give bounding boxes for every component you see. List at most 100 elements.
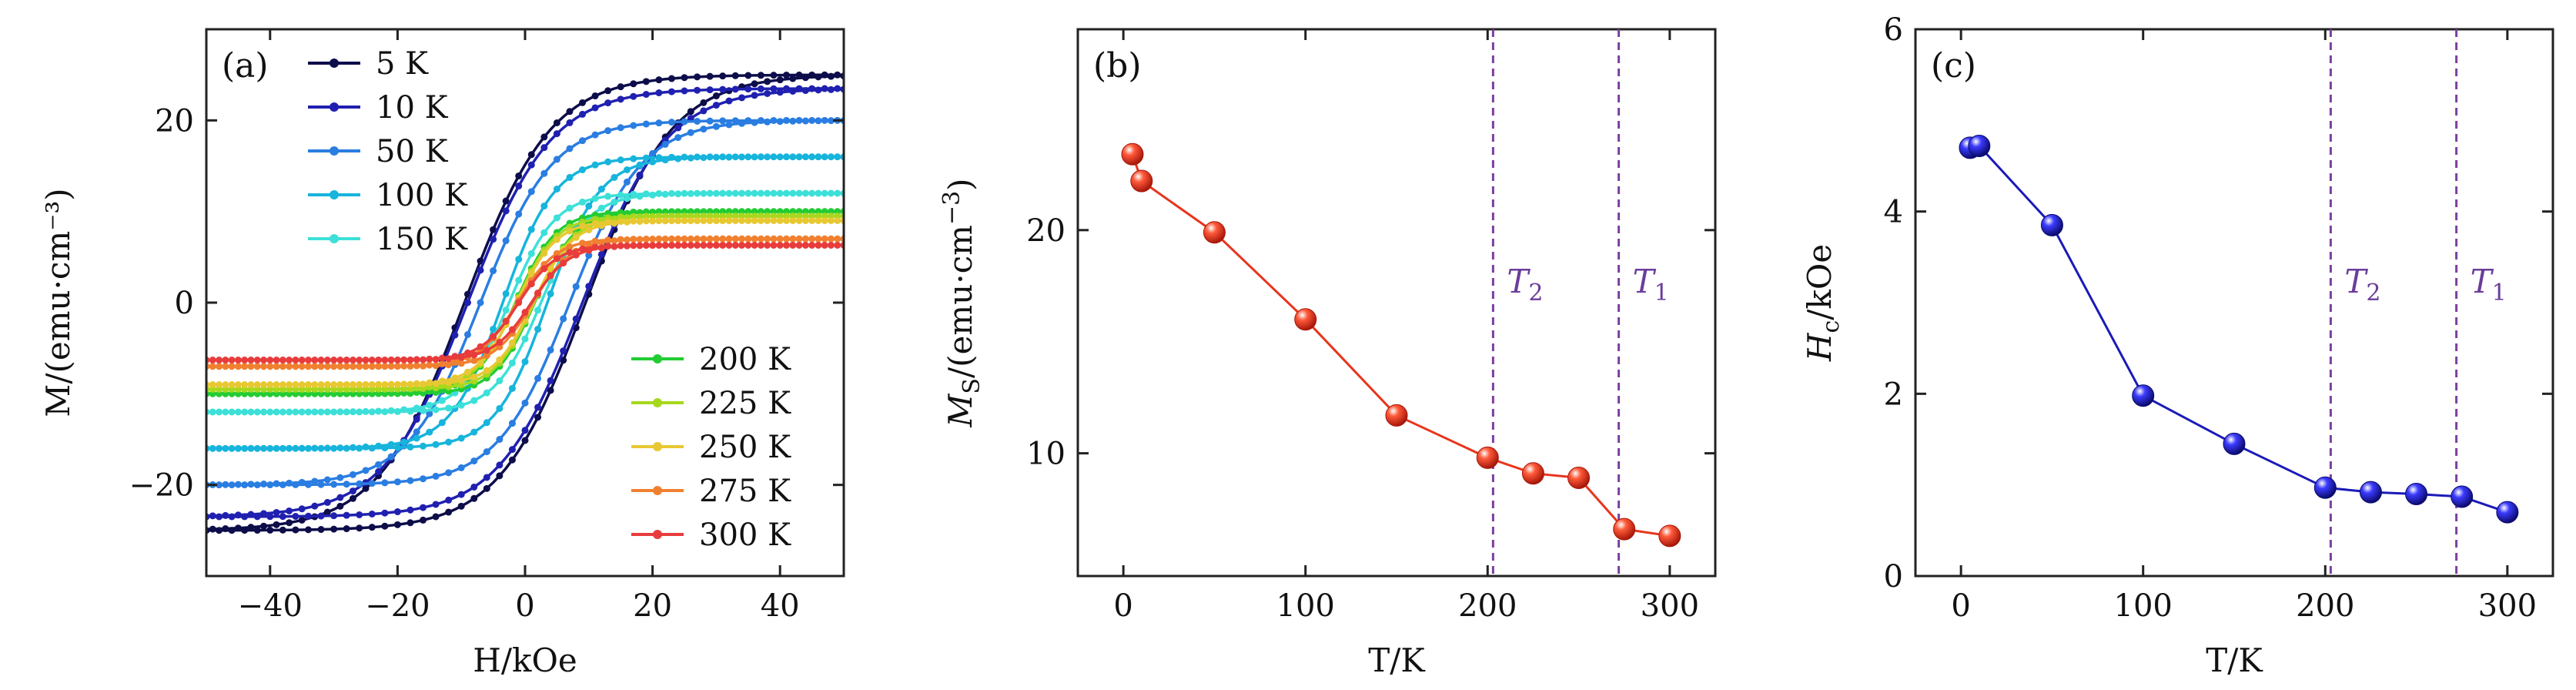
panel-b-x-ticks: 0 100 200 300 bbox=[1113, 29, 1699, 624]
data-point bbox=[827, 217, 835, 225]
data-point bbox=[2313, 476, 2337, 499]
data-point bbox=[521, 437, 529, 444]
data-point bbox=[330, 380, 338, 388]
data-point bbox=[375, 380, 383, 388]
data-point bbox=[432, 501, 440, 508]
data-point bbox=[1294, 308, 1317, 331]
data-point bbox=[815, 217, 822, 225]
data-point bbox=[700, 154, 708, 162]
hysteresis-curves bbox=[206, 71, 844, 534]
data-point bbox=[725, 153, 733, 161]
y-tick-label: 4 bbox=[1884, 195, 1903, 230]
data-point bbox=[241, 444, 249, 452]
data-point bbox=[795, 116, 803, 124]
data-point bbox=[336, 363, 344, 370]
x-tick-label: 300 bbox=[2478, 588, 2537, 624]
data-point bbox=[751, 241, 758, 249]
data-point bbox=[782, 235, 790, 243]
data-point bbox=[234, 408, 242, 416]
data-point bbox=[292, 481, 299, 488]
x-tick-label: 300 bbox=[1641, 588, 1699, 624]
data-point bbox=[579, 223, 587, 230]
data-point bbox=[317, 444, 325, 452]
data-point bbox=[483, 419, 490, 427]
data-point bbox=[260, 380, 268, 388]
series-line bbox=[1131, 153, 1671, 538]
data-point bbox=[572, 283, 580, 290]
data-point bbox=[623, 178, 631, 186]
data-point bbox=[636, 161, 644, 169]
data-point bbox=[241, 481, 249, 489]
data-point bbox=[260, 510, 268, 518]
transition-label: T1 bbox=[1633, 263, 1669, 306]
panel-c-label: (c) bbox=[1931, 46, 1976, 85]
panel-a-label: (a) bbox=[222, 46, 269, 85]
data-point bbox=[725, 217, 733, 225]
data-point bbox=[782, 217, 790, 225]
data-point bbox=[655, 235, 663, 243]
data-point bbox=[362, 407, 370, 415]
x-tick-label: 20 bbox=[633, 588, 672, 624]
data-point bbox=[764, 241, 771, 249]
data-point bbox=[241, 513, 249, 521]
data-point bbox=[719, 153, 727, 161]
data-point bbox=[413, 428, 420, 436]
data-point bbox=[406, 380, 414, 388]
data-point bbox=[490, 236, 497, 243]
legend-label: 200 K bbox=[699, 342, 791, 377]
data-point bbox=[649, 217, 657, 225]
data-point bbox=[273, 363, 280, 370]
data-point bbox=[216, 408, 223, 416]
data-point bbox=[604, 127, 612, 135]
data-point bbox=[534, 289, 542, 296]
data-point bbox=[387, 380, 395, 388]
data-point bbox=[445, 404, 453, 412]
panel-b-label: (b) bbox=[1093, 46, 1142, 85]
data-point bbox=[420, 442, 427, 450]
data-point bbox=[298, 357, 306, 364]
data-point bbox=[700, 126, 708, 133]
data-point bbox=[795, 217, 803, 225]
data-point bbox=[560, 315, 567, 323]
data-point bbox=[681, 118, 688, 126]
data-point bbox=[2359, 481, 2382, 504]
data-point bbox=[457, 401, 465, 409]
data-point bbox=[292, 408, 299, 416]
data-point bbox=[667, 241, 675, 249]
legend-label: 250 K bbox=[699, 430, 791, 465]
data-point bbox=[795, 235, 803, 243]
data-point bbox=[457, 434, 465, 442]
data-point bbox=[1567, 466, 1591, 489]
data-point bbox=[617, 218, 624, 226]
data-point bbox=[222, 444, 229, 452]
data-point bbox=[521, 309, 529, 317]
data-point bbox=[547, 377, 554, 384]
data-point bbox=[744, 235, 752, 243]
data-point bbox=[738, 119, 746, 127]
data-point bbox=[731, 217, 739, 225]
data-point bbox=[667, 75, 675, 82]
data-point bbox=[311, 477, 319, 485]
data-point bbox=[483, 484, 490, 492]
data-point bbox=[362, 484, 370, 492]
data-point bbox=[1521, 462, 1544, 485]
data-point bbox=[336, 494, 344, 501]
data-point bbox=[502, 197, 510, 205]
data-point bbox=[782, 189, 790, 197]
data-point bbox=[617, 191, 624, 199]
data-point bbox=[445, 379, 453, 387]
data-point bbox=[253, 444, 261, 452]
data-point bbox=[515, 183, 523, 190]
data-point bbox=[253, 357, 261, 364]
data-point bbox=[776, 241, 784, 249]
panel-c-x-axis-label: T/K bbox=[2206, 641, 2263, 679]
data-point bbox=[540, 203, 548, 210]
data-point bbox=[821, 116, 828, 124]
data-point bbox=[349, 357, 356, 364]
data-point bbox=[815, 235, 822, 243]
data-point bbox=[1476, 446, 1499, 469]
data-point bbox=[234, 524, 242, 532]
panel-a-hysteresis-loops: −40 −20 0 20 40 −20 0 20 (a) H/kOe M/(emu·cm⁻³… bbox=[39, 28, 845, 679]
data-point bbox=[330, 357, 338, 364]
data-point bbox=[393, 356, 401, 363]
